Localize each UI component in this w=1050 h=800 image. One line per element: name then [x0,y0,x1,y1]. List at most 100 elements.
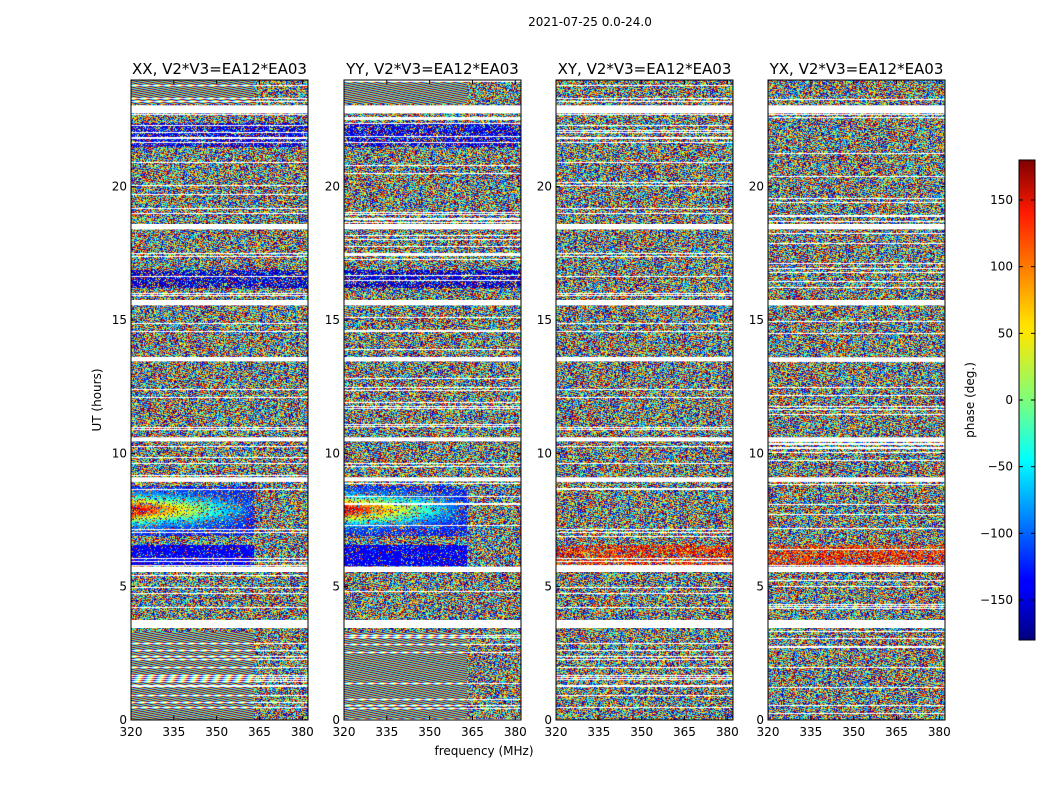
y-tick-label: 20 [749,180,764,194]
x-tick-label: 380 [504,725,527,739]
y-tick-label: 15 [112,313,127,327]
y-tick-label: 15 [749,313,764,327]
flagged-band [131,437,308,442]
flagged-band [344,357,521,362]
x-tick-label: 320 [333,725,356,739]
y-tick-label: 20 [112,180,127,194]
flagged-band [556,357,733,362]
panel-frame [130,79,309,721]
colorbar-tick-label: −50 [988,460,1013,474]
flagged-band [768,477,945,482]
flagged-band [768,620,945,628]
flagged-band [556,566,733,572]
panel-xx: XX, V2*V3=EA12*EA03 320 335 350 365 380 0 5 10 15… [112,60,314,739]
y-tick-label: 0 [119,713,127,727]
x-tick-label: 335 [587,725,610,739]
x-tick-label: 335 [162,725,185,739]
y-tick-label: 15 [537,313,552,327]
panel-frame [343,79,522,721]
x-tick-label: 320 [120,725,143,739]
panel-title: YY, V2*V3=EA12*EA03 [345,60,519,78]
heatmap-xy [556,80,733,720]
y-tick-label: 15 [325,313,340,327]
x-tick-label: 365 [673,725,696,739]
figure-suptitle: 2021-07-25 0.0-24.0 [528,15,652,29]
flagged-band [556,105,733,114]
flagged-band [556,620,733,628]
flagged-band [768,300,945,306]
x-tick-label: 380 [716,725,739,739]
y-tick-label: 10 [325,446,340,460]
flagged-band [131,357,308,362]
panel-yy: YY, V2*V3=EA12*EA03 320 335 350 365 380 0 5 10 15… [325,60,527,739]
y-tick-label: 10 [112,446,127,460]
panel-xy: XY, V2*V3=EA12*EA03 320 335 350 365 380 0 5 10 15… [537,60,739,739]
x-tick-label: 335 [799,725,822,739]
x-tick-label: 365 [885,725,908,739]
x-tick-label: 335 [375,725,398,739]
colorbar-tick-label: 100 [990,260,1013,274]
flagged-band [344,105,521,114]
flagged-band [131,224,308,230]
flagged-band [556,224,733,230]
flagged-band [344,477,521,482]
flagged-band [131,300,308,306]
flagged-band [344,224,521,230]
panel-title: XY, V2*V3=EA12*EA03 [558,60,732,78]
colorbar-tick-label: 0 [1005,393,1013,407]
y-tick-label: 0 [544,713,552,727]
flagged-band [768,566,945,572]
panel-frame [555,79,734,721]
heatmap-yx [768,80,945,720]
panels-group: XX, V2*V3=EA12*EA03 320 335 350 365 380 0 5 10 15… [112,60,951,739]
y-tick-label: 10 [537,446,552,460]
colorbar-label: phase (deg.) [963,362,977,438]
x-tick-label: 350 [205,725,228,739]
heatmap-xx [131,80,308,720]
x-tick-label: 350 [418,725,441,739]
x-tick-label: 365 [248,725,271,739]
flagged-band [556,477,733,482]
flagged-band [131,566,308,572]
x-tick-label: 320 [545,725,568,739]
y-tick-label: 0 [332,713,340,727]
flagged-band [768,105,945,114]
colorbar-tick-label: 150 [990,193,1013,207]
flagged-band [131,620,308,628]
y-axis-label: UT (hours) [90,368,104,431]
panel-title: YX, V2*V3=EA12*EA03 [769,60,944,78]
x-tick-label: 350 [842,725,865,739]
colorbar: 150 100 50 0 −50 −100 −150 [980,159,1036,641]
flagged-band [344,620,521,628]
y-tick-label: 5 [756,580,764,594]
colorbar-tick-label: 50 [998,326,1013,340]
y-tick-label: 5 [544,580,552,594]
flagged-band [344,566,521,572]
heatmap-yy [344,80,521,720]
panel-title: XX, V2*V3=EA12*EA03 [132,60,307,78]
x-axis-label: frequency (MHz) [434,744,533,758]
x-tick-label: 380 [928,725,951,739]
flagged-band [344,437,521,442]
colorbar-tick-label: −150 [980,593,1013,607]
y-tick-label: 20 [537,180,552,194]
flagged-band [768,224,945,230]
flagged-band [768,357,945,362]
flagged-band [768,437,945,442]
panel-frame [767,79,946,721]
x-tick-label: 350 [630,725,653,739]
y-tick-label: 10 [749,446,764,460]
flagged-band [344,300,521,306]
panel-yx: YX, V2*V3=EA12*EA03 320 335 350 365 380 0 5 10 15… [749,60,951,739]
x-tick-label: 320 [757,725,780,739]
colorbar-tick-label: −100 [980,526,1013,540]
y-tick-label: 5 [119,580,127,594]
flagged-band [131,477,308,482]
flagged-band [131,105,308,114]
y-tick-label: 5 [332,580,340,594]
flagged-band [556,300,733,306]
x-tick-label: 380 [291,725,314,739]
y-tick-label: 0 [756,713,764,727]
flagged-band [556,437,733,442]
